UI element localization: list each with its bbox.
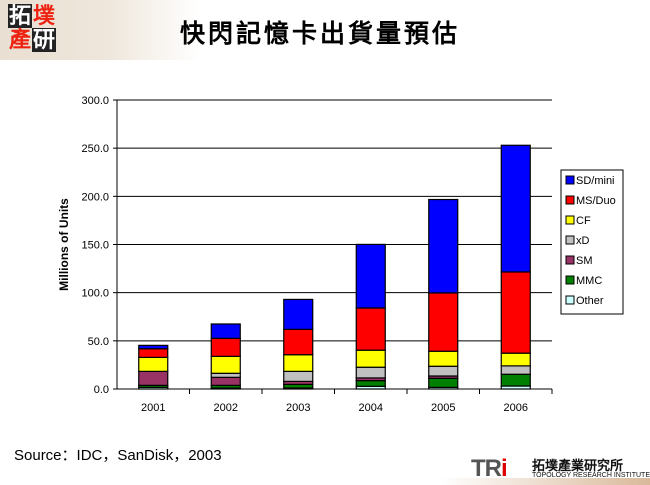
slide-title: 快閃記憶卡出貨量預估 <box>180 19 461 48</box>
y-axis-label: Millions of Units <box>57 198 71 291</box>
bar-segment-cf <box>355 349 386 368</box>
legend-label: MS/Duo <box>576 195 616 207</box>
bar-segment-mmc <box>355 380 386 387</box>
x-tick-label: 2002 <box>214 402 238 414</box>
legend-swatch <box>565 255 575 265</box>
source-note: Source：IDC，SanDisk，2003 <box>14 447 222 464</box>
bar-segment-sd-mini <box>210 323 241 339</box>
legend-swatch <box>565 175 575 185</box>
bar-segment-xd <box>210 372 241 378</box>
bar-segment-ms-duo <box>283 328 314 356</box>
legend-swatch <box>565 195 575 205</box>
legend-swatch <box>565 275 575 285</box>
bar-segment-ms-duo <box>210 337 241 357</box>
bar-segment-ms-duo <box>428 292 459 352</box>
y-tick-label: 200.0 <box>81 191 109 203</box>
legend-swatch <box>565 215 575 225</box>
bar-segment-sd-mini <box>500 144 531 273</box>
bar-segment-sd-mini <box>355 243 386 309</box>
bar-segment-cf <box>138 356 169 372</box>
bar-segment-mmc <box>500 373 531 387</box>
bar-segment-cf <box>210 355 241 374</box>
y-tick-label: 50.0 <box>88 336 109 348</box>
x-tick-label: 2005 <box>431 402 455 414</box>
legend-label: xD <box>576 235 590 247</box>
x-tick-label: 2004 <box>359 402 383 414</box>
footer-band <box>440 478 650 485</box>
bar-segment-mmc <box>428 377 459 388</box>
y-tick-label: 250.0 <box>81 143 109 155</box>
bar-segment-ms-duo <box>138 348 169 359</box>
legend-label: CF <box>576 215 591 227</box>
bar-segment-xd <box>355 366 386 379</box>
logo: 拓墣 產研 <box>8 3 56 53</box>
bar-segment-ms-duo <box>500 271 531 354</box>
bar-segment-xd <box>283 370 314 382</box>
y-tick-label: 100.0 <box>81 288 109 300</box>
x-tick-label: 2003 <box>286 402 310 414</box>
y-tick-label: 150.0 <box>81 240 109 252</box>
x-tick-label: 2001 <box>141 402 165 414</box>
footer-name-cn: 拓墣產業研究所 <box>532 459 624 474</box>
bar-segment-cf <box>283 354 314 372</box>
legend-label: MMC <box>576 275 602 287</box>
bar-segment-cf <box>428 350 459 367</box>
bar-segment-sd-mini <box>428 198 459 294</box>
legend-label: SD/mini <box>576 175 615 187</box>
legend-label: Other <box>576 295 604 307</box>
bar-segment-xd <box>500 365 531 375</box>
bar-segment-sm <box>210 376 241 386</box>
y-tick-label: 300.0 <box>81 95 109 107</box>
legend-label: SM <box>576 255 593 267</box>
legend-swatch <box>565 295 575 305</box>
bar-segment-sd-mini <box>283 298 314 330</box>
legend-swatch <box>565 235 575 245</box>
bar-segment-ms-duo <box>355 307 386 351</box>
bar-segment-sm <box>138 370 169 386</box>
bar-segment-xd <box>428 365 459 377</box>
bar-segment-sd-mini <box>138 344 169 350</box>
footer-name-en: TOPOLOGY RESEARCH INSTITUTE <box>532 472 650 479</box>
footer-logo: TRi <box>471 455 508 482</box>
y-tick-label: 0.0 <box>94 384 109 396</box>
bar-segment-cf <box>500 352 531 367</box>
x-tick-label: 2006 <box>504 402 528 414</box>
